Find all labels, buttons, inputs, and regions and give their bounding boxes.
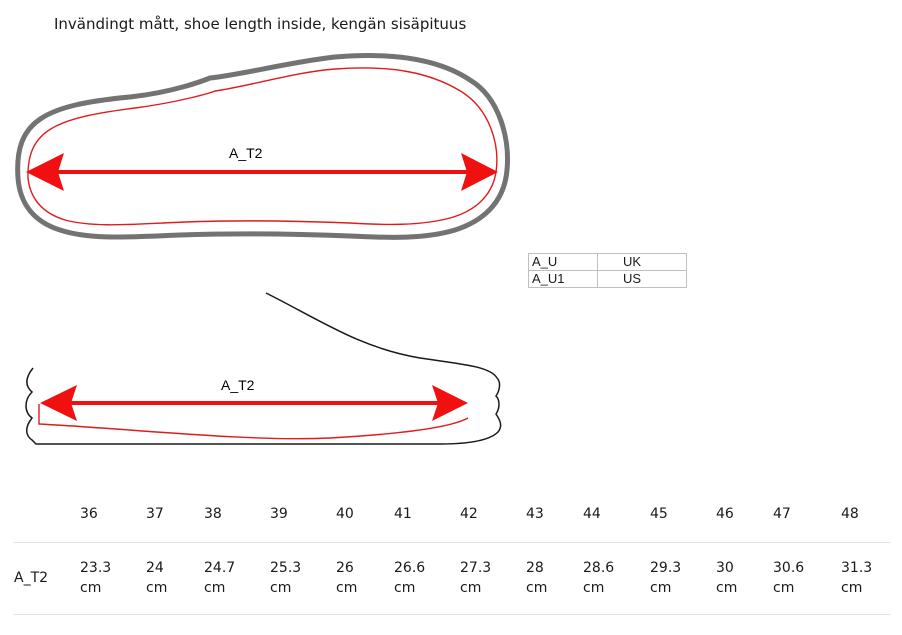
length-value: 28 cm: [526, 560, 548, 596]
length-value: 31.3 cm: [841, 560, 873, 596]
size-header: 48: [841, 506, 859, 522]
length-value: 24 cm: [146, 560, 168, 596]
row-label: A_T2: [14, 570, 49, 586]
insole-inner-outline: [27, 67, 498, 226]
size-header: 38: [204, 506, 222, 522]
length-value: 27.3 cm: [460, 560, 492, 596]
size-header: 43: [526, 506, 544, 522]
size-header: 46: [716, 506, 734, 522]
shoe-diagram: A_T2 A_T2: [15, 53, 510, 445]
size-system-legend: A_U UK A_U1 US: [528, 253, 687, 288]
size-header: 47: [773, 506, 791, 522]
size-header: 39: [270, 506, 288, 522]
length-value: 26.6 cm: [394, 560, 426, 596]
legend-value: US: [597, 270, 687, 288]
legend-row: A_U1 US: [528, 270, 687, 288]
side-view-outline: [25, 367, 502, 445]
length-value: 30 cm: [716, 560, 738, 596]
size-header: 37: [146, 506, 164, 522]
length-value: 28.6 cm: [583, 560, 615, 596]
length-value: 25.3 cm: [270, 560, 302, 596]
top-length-label: A_T2: [229, 145, 263, 161]
length-value: 23.3 cm: [80, 560, 112, 596]
size-header: 42: [460, 506, 478, 522]
size-header: 41: [394, 506, 412, 522]
insole-outer-outline: [15, 53, 510, 240]
length-value: 26 cm: [336, 560, 358, 596]
length-value: 29.3 cm: [650, 560, 682, 596]
table-divider: [14, 542, 890, 543]
size-header: 40: [336, 506, 354, 522]
legend-key: A_U1: [528, 270, 598, 288]
size-header: 45: [650, 506, 668, 522]
length-value: 24.7 cm: [204, 560, 236, 596]
size-header: 44: [583, 506, 601, 522]
size-header: 36: [80, 506, 98, 522]
top-length-arrow: [26, 153, 498, 191]
side-length-arrow: [40, 385, 468, 421]
side-view-inner: [38, 404, 469, 440]
connector-curve: [265, 292, 498, 379]
length-value: 30.6 cm: [773, 560, 805, 596]
table-divider: [14, 614, 890, 615]
side-length-label: A_T2: [221, 377, 255, 393]
page-title: Invändingt mått, shoe length inside, ken…: [54, 15, 467, 33]
